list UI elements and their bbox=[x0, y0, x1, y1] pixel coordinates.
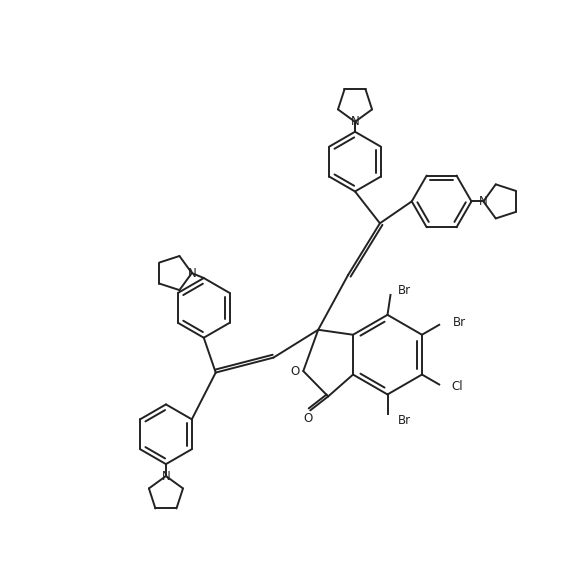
Text: Br: Br bbox=[453, 316, 466, 329]
Text: N: N bbox=[351, 115, 359, 128]
Text: Br: Br bbox=[398, 414, 411, 427]
Text: N: N bbox=[479, 195, 488, 208]
Text: Br: Br bbox=[398, 285, 411, 298]
Text: O: O bbox=[291, 365, 300, 378]
Text: O: O bbox=[304, 412, 313, 425]
Text: N: N bbox=[187, 266, 196, 280]
Text: Cl: Cl bbox=[451, 380, 463, 393]
Text: N: N bbox=[162, 469, 170, 483]
